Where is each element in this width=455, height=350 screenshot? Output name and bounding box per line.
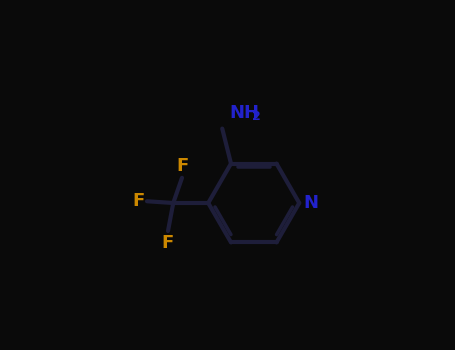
Text: NH: NH	[229, 104, 259, 121]
Text: 2: 2	[252, 110, 261, 123]
Text: F: F	[132, 192, 144, 210]
Text: N: N	[303, 194, 318, 212]
Text: F: F	[162, 234, 174, 252]
Text: F: F	[176, 157, 188, 175]
